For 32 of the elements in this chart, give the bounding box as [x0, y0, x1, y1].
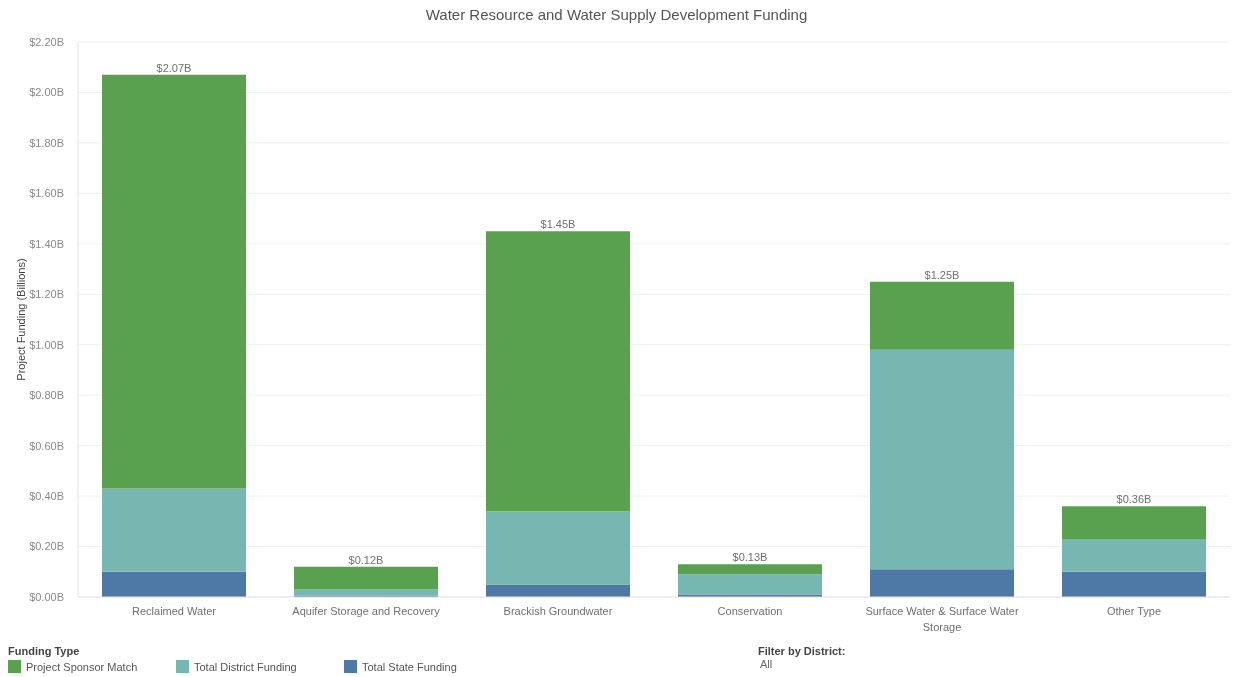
y-tick-label: $1.20B: [29, 288, 64, 301]
y-tick-label: $0.60B: [29, 439, 64, 452]
total-label: $0.36B: [1116, 493, 1152, 506]
y-tick-label: $0.40B: [29, 490, 64, 502]
y-tick-label: $2.20B: [29, 35, 64, 48]
y-tick-label: $1.60B: [29, 187, 64, 200]
y-axis-title: Project Funding (Billions): [14, 258, 27, 381]
y-tick-label: $0.00B: [29, 590, 64, 603]
total-label: $1.45B: [540, 218, 576, 231]
total-label: $1.25B: [924, 268, 960, 281]
y-tick-label: $1.80B: [29, 136, 64, 149]
total-label: $2.07B: [156, 61, 192, 74]
total-label: $0.13B: [732, 551, 768, 564]
legend-label: Total State Funding: [362, 660, 457, 673]
x-tick-label: Reclaimed Water: [132, 605, 217, 617]
total-label: $0.12B: [348, 553, 384, 566]
legend-label: Project Sponsor Match: [26, 660, 138, 673]
y-tick-label: $0.80B: [29, 389, 64, 402]
text: All: [760, 658, 774, 670]
y-tick-label: $2.00B: [29, 86, 64, 99]
text: Filter by District:: [758, 645, 846, 657]
x-tick-label: Brackish Groundwater: [503, 605, 613, 617]
legend-label: Total District Funding: [194, 660, 297, 673]
y-tick-label: $1.00B: [29, 338, 64, 351]
chart-title: Water Resource and Water Supply Development Funding: [424, 6, 809, 23]
x-tick-label: Aquifer Storage and Recovery: [292, 605, 441, 617]
x-tick-label: Other Type: [1106, 605, 1162, 617]
x-tick-label: Conservation: [717, 605, 783, 617]
y-tick-label: $1.40B: [29, 237, 64, 250]
legend-title: Funding Type: [8, 645, 81, 657]
x-tick-label: Surface Water & Surface Water Storage: [865, 605, 1019, 633]
y-tick-label: $0.20B: [29, 540, 64, 553]
